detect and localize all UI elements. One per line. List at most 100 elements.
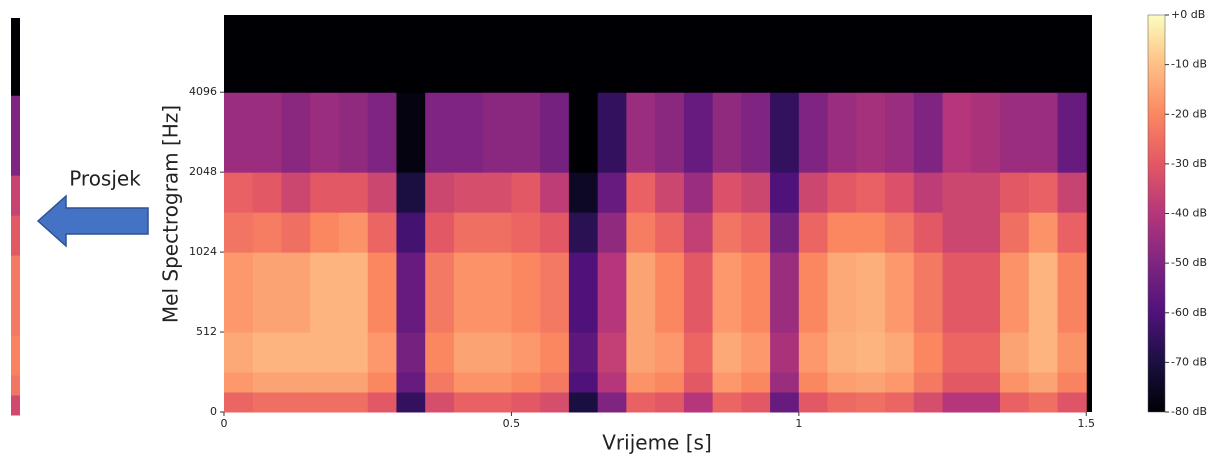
spectrogram-cell: [482, 172, 512, 213]
spectrogram-cell: [770, 15, 800, 93]
x-tick-label: 0.5: [503, 417, 521, 430]
spectrogram-cell: [856, 212, 886, 253]
annotation: Prosjek: [69, 167, 141, 191]
spectrogram-cell: [568, 332, 599, 373]
spectrogram-cell: [224, 252, 254, 333]
spectrogram-cell: [712, 172, 742, 213]
spectrogram-cell: [741, 252, 771, 333]
spectrogram-cell: [425, 15, 455, 93]
spectrogram-cell: [511, 172, 541, 213]
spectrogram-cell: [597, 372, 627, 393]
spectrogram-cell: [1028, 172, 1059, 213]
spectrogram-cell: [1057, 212, 1087, 253]
spectrogram-cell: [856, 332, 886, 373]
spectrogram-cell: [798, 172, 829, 213]
spectrogram-cell: [798, 372, 829, 393]
spectrogram-cell: [511, 372, 541, 393]
spectrogram-cell: [885, 372, 915, 393]
spectrogram-cell: [568, 252, 599, 333]
spectrogram-cell: [683, 212, 714, 253]
spectrogram-cell: [942, 15, 972, 93]
spectrogram-cell: [310, 392, 340, 413]
spectrogram-cell: [310, 372, 340, 393]
spectrogram-cell: [1028, 392, 1059, 413]
spectrogram-cell: [310, 92, 340, 173]
spectrogram-cell: [741, 15, 771, 93]
y-axis-label: Mel Spectrogram [Hz]: [159, 105, 183, 323]
spectrogram-cell: [224, 372, 254, 393]
spectrogram-cell: [655, 212, 685, 253]
spectrogram-cell: [281, 92, 311, 173]
spectrogram-cell: [655, 252, 685, 333]
spectrogram-cell: [511, 252, 541, 333]
spectrogram-cell: [683, 92, 714, 173]
spectrogram-cell: [568, 372, 599, 393]
spectrogram-cell: [741, 92, 771, 173]
spectrogram-cell: [971, 212, 1001, 253]
spectrogram-cell: [540, 15, 570, 93]
spectrogram-cell: [712, 92, 742, 173]
spectrogram-cell: [770, 212, 800, 253]
spectrogram-cell: [367, 252, 397, 333]
spectrogram-cell: [568, 392, 599, 413]
spectrogram-cell: [338, 172, 369, 213]
spectrogram-cell: [741, 372, 771, 393]
spectrogram-cell: [453, 392, 484, 413]
spectrogram-cell: [885, 15, 915, 93]
spectrogram-cell: [885, 332, 915, 373]
spectrogram-cell: [770, 332, 800, 373]
spectrogram-cell: [827, 392, 857, 413]
spectrogram-cell: [540, 92, 570, 173]
spectrogram-cell: [540, 172, 570, 213]
colorbar-tick-label: -20 dB: [1171, 107, 1207, 120]
spectrogram-cell: [626, 172, 656, 213]
spectrogram-cell: [310, 172, 340, 213]
spectrogram-cell: [1028, 252, 1059, 333]
spectrogram-cell: [770, 372, 800, 393]
colorbar-tick-label: -10 dB: [1171, 58, 1207, 71]
x-tick-label: 1.5: [1078, 417, 1096, 430]
spectrogram-cell: [856, 372, 886, 393]
spectrogram-cell: [770, 392, 800, 413]
spectrogram-cell: [540, 392, 570, 413]
spectrogram-cell: [597, 212, 627, 253]
y-tick-label: 4096: [189, 85, 217, 98]
spectrogram-cell: [367, 15, 397, 93]
spectrogram-cell: [1057, 392, 1087, 413]
spectrogram-cell: [482, 332, 512, 373]
x-tick-label: 0: [221, 417, 228, 430]
spectrogram-cell: [712, 392, 742, 413]
spectrogram-cell: [453, 332, 484, 373]
spectrogram-cell: [770, 92, 800, 173]
spectrogram-cell: [712, 332, 742, 373]
spectrogram-cell: [827, 15, 857, 93]
spectrogram-cell: [338, 252, 369, 333]
spectrogram-cell: [827, 212, 857, 253]
spectrogram-cell: [1028, 212, 1059, 253]
spectrogram-cell: [396, 15, 426, 93]
spectrogram-cell: [281, 172, 311, 213]
spectrogram-cell: [338, 212, 369, 253]
spectrogram-cell: [626, 92, 656, 173]
spectrogram-cell: [224, 392, 254, 413]
spectrogram-cell: [281, 15, 311, 93]
average-strip-cell: [11, 335, 20, 376]
spectrogram-cell: [971, 15, 1001, 93]
y-tick-label: 512: [196, 325, 217, 338]
spectrogram-cell: [540, 252, 570, 333]
spectrogram-cell: [655, 172, 685, 213]
spectrogram-cell: [281, 392, 311, 413]
spectrogram-cell: [482, 212, 512, 253]
colorbar-tick-label: -30 dB: [1171, 157, 1207, 170]
spectrogram-cell: [1057, 252, 1087, 333]
colorbar-tick-label: -60 dB: [1171, 306, 1207, 319]
spectrogram-cell: [885, 92, 915, 173]
spectrogram-cell: [453, 172, 484, 213]
spectrogram-cell: [338, 392, 369, 413]
spectrogram-cell: [338, 372, 369, 393]
spectrogram-cell: [741, 212, 771, 253]
spectrogram-cell: [568, 172, 599, 213]
average-strip-cell: [11, 215, 20, 256]
spectrogram-cell: [367, 372, 397, 393]
spectrogram-cell: [224, 92, 254, 173]
